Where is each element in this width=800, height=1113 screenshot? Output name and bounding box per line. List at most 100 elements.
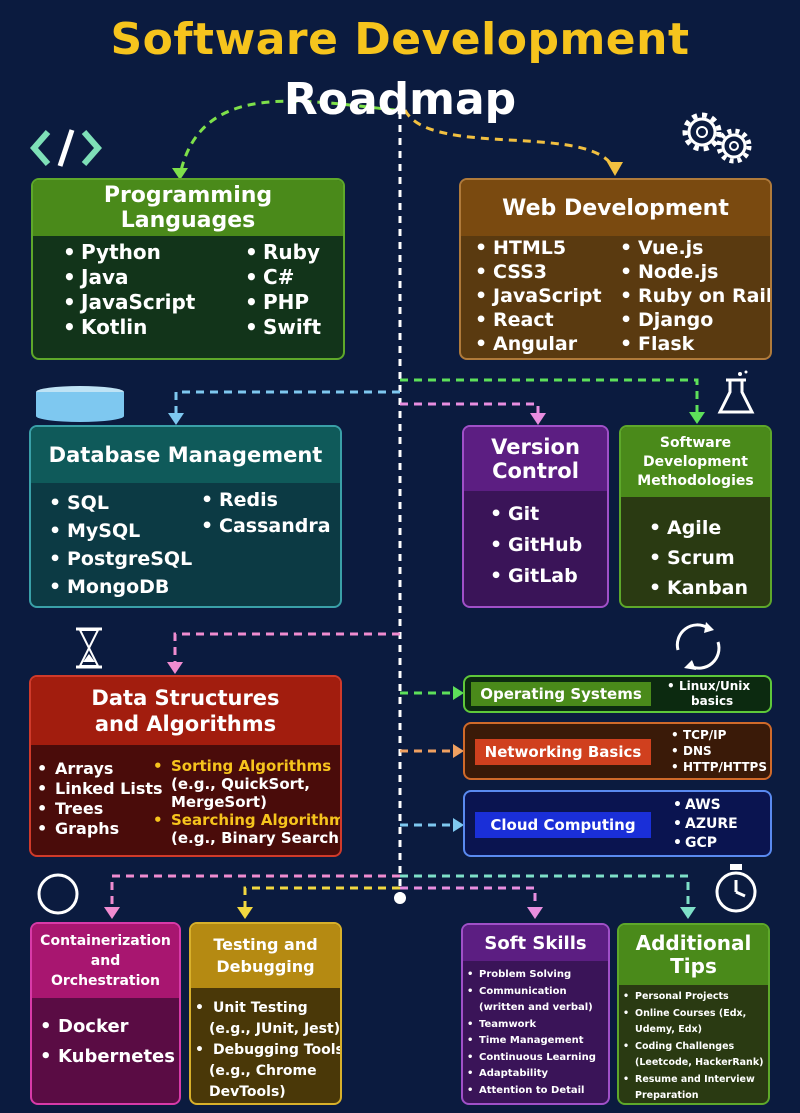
cloud-computing-label: Cloud Computing bbox=[475, 812, 651, 838]
additional-tips-list: Personal Projects Online Courses (Edx, U… bbox=[621, 989, 764, 1103]
list-item: Python bbox=[59, 240, 195, 265]
additional-tips-box: Additional Tips Personal Projects Online… bbox=[617, 923, 770, 1105]
circle-icon bbox=[37, 873, 79, 915]
list-item: Trees bbox=[33, 799, 163, 819]
list-item: Kanban bbox=[645, 573, 748, 603]
testing-heading: Testing and Debugging bbox=[191, 924, 340, 988]
version-control-heading-line-2: Control bbox=[492, 459, 579, 483]
list-item: (Leetcode, HackerRank) bbox=[635, 1057, 764, 1068]
list-item: Redis bbox=[197, 487, 331, 513]
version-control-list: Git GitHub GitLab bbox=[486, 499, 582, 592]
cloud-list: AWS AZURE GCP bbox=[671, 796, 738, 853]
database-management-heading: Database Management bbox=[31, 427, 340, 483]
operating-systems-list: Linux/Unix basics bbox=[665, 679, 750, 709]
database-list-1: SQL MySQL PostgreSQL MongoDB bbox=[45, 489, 192, 601]
version-control-heading-line-1: Version bbox=[491, 435, 580, 459]
list-item: Time Management bbox=[465, 1033, 596, 1050]
dsa-heading: Data Structures and Algorithms bbox=[31, 677, 340, 745]
containerization-heading: Containerization and Orchestration bbox=[32, 924, 179, 998]
dsa-list-2: Sorting Algorithms (e.g., QuickSort, Mer… bbox=[149, 757, 342, 847]
list-item: Vue.js bbox=[616, 236, 770, 260]
list-item: GitLab bbox=[486, 561, 582, 592]
soft-skills-heading: Soft Skills bbox=[463, 925, 608, 961]
list-item: (e.g., Chrome bbox=[209, 1063, 317, 1079]
list-item: Teamwork bbox=[465, 1017, 596, 1034]
testing-heading-line-1: Testing and bbox=[213, 935, 318, 954]
list-item: Attention to Detail bbox=[465, 1083, 596, 1100]
networking-list: TCP/IP DNS HTTP/HTTPS bbox=[669, 727, 767, 775]
list-item: Django bbox=[616, 308, 770, 332]
list-item: HTTP/HTTPS bbox=[669, 759, 767, 775]
additional-tips-heading: Additional Tips bbox=[619, 925, 768, 985]
operating-systems-label: Operating Systems bbox=[471, 682, 651, 706]
containerization-heading-line-1: Containerization bbox=[40, 933, 171, 949]
list-item: Continuous Learning bbox=[465, 1050, 596, 1067]
version-control-box: Version Control Git GitHub GitLab bbox=[462, 425, 609, 608]
list-item: (e.g., QuickSort, bbox=[171, 775, 310, 793]
list-item: Ruby bbox=[241, 240, 321, 265]
list-item: CSS3 bbox=[471, 260, 602, 284]
database-list-2: Redis Cassandra bbox=[197, 487, 331, 539]
programming-languages-box: Programming Languages Python Java JavaSc… bbox=[31, 178, 345, 360]
title-line-2: Roadmap bbox=[283, 74, 517, 125]
list-item: Agile bbox=[645, 513, 748, 543]
list-item: Arrays bbox=[33, 759, 163, 779]
networking-label: Networking Basics bbox=[475, 739, 651, 765]
web-development-list-1: HTML5 CSS3 JavaScript React Angular bbox=[471, 236, 602, 356]
containerization-heading-line-3: Orchestration bbox=[50, 973, 161, 989]
containerization-heading-line-2: and bbox=[90, 953, 121, 969]
list-item: GitHub bbox=[486, 530, 582, 561]
list-item: SQL bbox=[45, 489, 192, 517]
database-icon bbox=[36, 386, 124, 422]
list-item: (written and verbal) bbox=[479, 1002, 593, 1013]
methodologies-list: Agile Scrum Kanban bbox=[645, 513, 748, 603]
containerization-list: Docker Kubernetes bbox=[36, 1012, 175, 1072]
list-item: Scrum bbox=[645, 543, 748, 573]
list-item: Ruby on Rails bbox=[616, 284, 770, 308]
list-item: Personal Projects bbox=[621, 989, 763, 1006]
list-item: MergeSort) bbox=[171, 793, 267, 811]
list-item: AZURE bbox=[671, 815, 738, 834]
database-management-box: Database Management SQL MySQL PostgreSQL… bbox=[29, 425, 342, 608]
hourglass-icon bbox=[76, 627, 102, 669]
testing-list: Unit Testing (e.g., JUnit, Jest) Debuggi… bbox=[191, 998, 340, 1103]
list-item: PHP bbox=[241, 290, 321, 315]
cycle-icon bbox=[675, 622, 721, 670]
dsa-heading-line-2: and Algorithms bbox=[94, 712, 277, 736]
additional-tips-heading-line-2: Tips bbox=[670, 954, 717, 978]
list-item: Coding Challenges bbox=[621, 1039, 763, 1056]
list-item: Communication bbox=[465, 984, 596, 1001]
list-item: JavaScript bbox=[59, 290, 195, 315]
list-item: GCP bbox=[671, 834, 738, 853]
methodologies-heading-line-3: Methodologies bbox=[637, 472, 754, 489]
list-item: JavaScript bbox=[471, 284, 602, 308]
containerization-box: Containerization and Orchestration Docke… bbox=[30, 922, 181, 1105]
methodologies-heading-line-2: Development bbox=[643, 453, 748, 470]
list-item: Adaptability bbox=[465, 1066, 596, 1083]
list-item: MySQL bbox=[45, 517, 192, 545]
stopwatch-icon bbox=[715, 864, 757, 913]
testing-heading-line-2: Debugging bbox=[216, 957, 315, 976]
sorting-algorithms-item: Sorting Algorithms bbox=[149, 757, 340, 775]
list-item: Problem Solving bbox=[465, 967, 596, 984]
list-item: PostgreSQL bbox=[45, 545, 192, 573]
programming-languages-list-2: Ruby C# PHP Swift bbox=[241, 240, 321, 340]
soft-skills-box: Soft Skills Problem Solving Communicatio… bbox=[461, 923, 610, 1105]
searching-algorithms-item: Searching Algorithms bbox=[149, 811, 340, 829]
dsa-list-1: Arrays Linked Lists Trees Graphs bbox=[33, 759, 163, 839]
list-item: Flask bbox=[616, 332, 770, 356]
list-item: Git bbox=[486, 499, 582, 530]
list-item: Debugging Tools bbox=[191, 1040, 340, 1061]
list-item: (e.g., Binary Search) bbox=[171, 829, 342, 847]
web-development-heading: Web Development bbox=[461, 180, 770, 236]
programming-languages-heading: Programming Languages bbox=[33, 180, 343, 236]
web-development-list-2: Vue.js Node.js Ruby on Rails Django Flas… bbox=[616, 236, 770, 356]
list-item: Linked Lists bbox=[33, 779, 163, 799]
list-item: HTML5 bbox=[471, 236, 602, 260]
list-item: Online Courses (Edx, bbox=[621, 1006, 763, 1023]
code-icon bbox=[30, 129, 102, 167]
list-item: React bbox=[471, 308, 602, 332]
list-item: Graphs bbox=[33, 819, 163, 839]
networking-box: Networking Basics TCP/IP DNS HTTP/HTTPS bbox=[463, 722, 772, 780]
list-item: Kotlin bbox=[59, 315, 195, 340]
